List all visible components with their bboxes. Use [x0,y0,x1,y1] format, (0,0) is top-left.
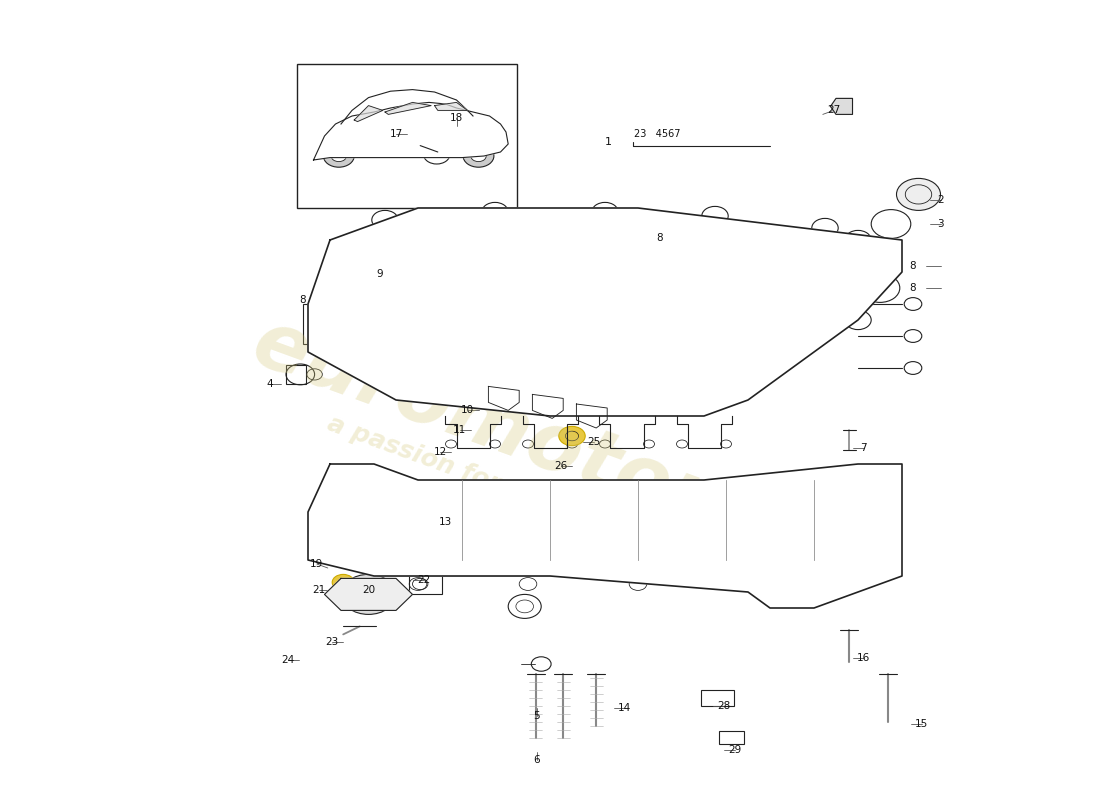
Text: 20: 20 [362,586,375,595]
Bar [719,731,744,744]
Bar [409,570,442,594]
Circle shape [896,178,940,210]
Text: a passion for parts since 1985: a passion for parts since 1985 [323,412,733,580]
Polygon shape [314,102,508,160]
Text: 25: 25 [587,438,601,447]
Polygon shape [830,98,852,114]
Text: 8: 8 [299,295,306,305]
Circle shape [331,150,346,162]
Bar [701,690,734,706]
Text: 28: 28 [717,701,730,710]
Text: 24: 24 [282,655,295,665]
Circle shape [323,145,354,167]
Text: 2: 2 [937,195,944,205]
Text: 9: 9 [376,269,383,278]
Text: 19: 19 [310,559,323,569]
Text: 23   4567: 23 4567 [634,130,680,139]
Circle shape [471,150,486,162]
Text: 12: 12 [433,447,447,457]
Text: 11: 11 [453,426,466,435]
Text: 8: 8 [657,233,663,242]
Text: 16: 16 [857,653,870,662]
Bar [302,304,346,344]
Text: 4: 4 [266,379,273,389]
Polygon shape [324,578,412,610]
Text: 27: 27 [827,106,840,115]
Text: 8: 8 [910,283,916,293]
Polygon shape [354,106,383,122]
Circle shape [463,145,494,167]
Text: 10: 10 [461,405,474,414]
Text: 3: 3 [937,219,944,229]
Text: 22: 22 [417,575,430,585]
Text: euromotores: euromotores [241,304,815,576]
Bar [297,64,517,208]
Text: 6: 6 [534,755,540,765]
Polygon shape [434,102,468,110]
Bar [286,365,306,384]
Circle shape [559,426,585,446]
Text: 13: 13 [439,517,452,526]
Text: 7: 7 [860,443,867,453]
Text: 29: 29 [728,746,741,755]
Text: 1: 1 [605,137,612,146]
Text: 17: 17 [389,130,403,139]
Text: 5: 5 [534,711,540,721]
Polygon shape [308,464,902,608]
Polygon shape [308,208,902,416]
Circle shape [332,574,354,590]
Polygon shape [385,102,431,114]
Text: 18: 18 [450,114,463,123]
Text: 26: 26 [554,462,568,471]
Text: 8: 8 [910,261,916,270]
Text: 21: 21 [312,586,326,595]
Circle shape [341,574,396,614]
Text: 14: 14 [618,703,631,713]
Text: 15: 15 [915,719,928,729]
Text: 23: 23 [326,637,339,646]
